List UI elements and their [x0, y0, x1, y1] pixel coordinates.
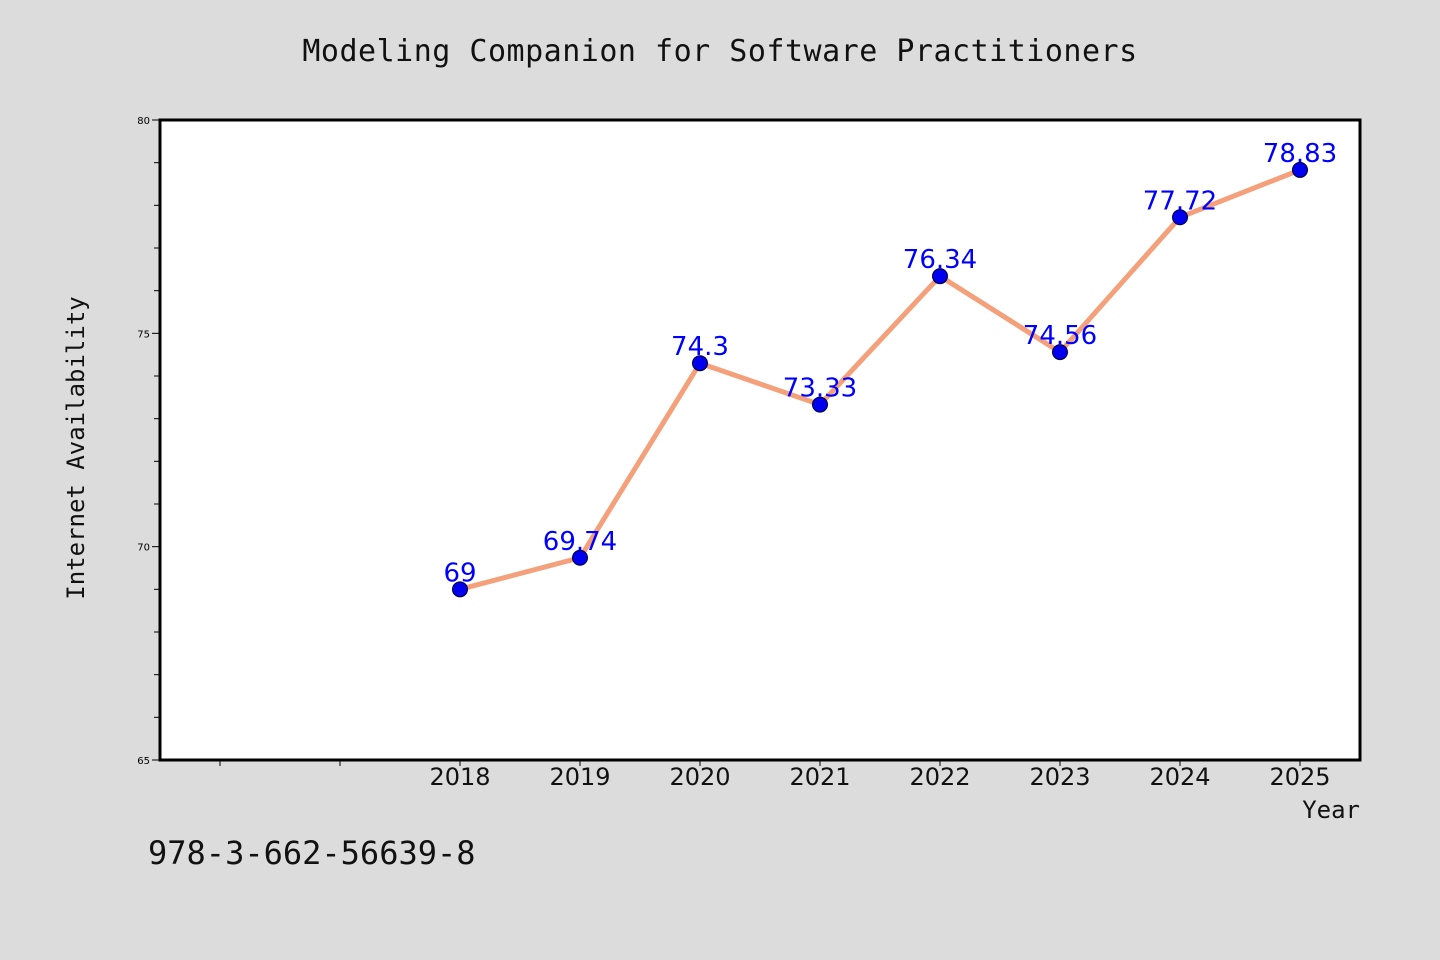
data-label: 74.3	[671, 332, 729, 362]
plot-area	[160, 120, 1360, 760]
data-label: 69	[443, 558, 476, 588]
x-tick-label: 2021	[789, 763, 850, 791]
data-label: 77.72	[1143, 186, 1217, 216]
data-point	[692, 355, 708, 372]
data-label: 73.33	[783, 374, 857, 404]
data-label: 76.34	[903, 245, 977, 275]
plot-frame	[158, 118, 1362, 762]
data-point	[1292, 161, 1308, 178]
x-tick-label: 2024	[1149, 763, 1210, 791]
x-tick-label: 2022	[909, 763, 970, 791]
data-point	[572, 549, 588, 566]
y-tick-label: 80	[137, 116, 150, 127]
data-point	[1172, 209, 1188, 226]
data-point	[1052, 344, 1068, 361]
series-line	[457, 167, 1303, 592]
x-tick-label: 2025	[1269, 763, 1330, 791]
data-point	[452, 581, 468, 598]
data-label: 74.56	[1023, 321, 1097, 351]
data-point	[812, 396, 828, 413]
data-label: 78.83	[1263, 139, 1337, 169]
y-tick-label: 75	[137, 329, 150, 340]
x-axis-label: Year	[1302, 796, 1360, 824]
chart-title: Modeling Companion for Software Practiti…	[302, 34, 1138, 69]
x-tick-label: 2023	[1029, 763, 1090, 791]
data-point	[932, 268, 948, 285]
isbn-text: 978-3-662-56639-8	[148, 834, 476, 872]
y-tick-label: 65	[137, 756, 150, 767]
x-tick-label: 2018	[429, 763, 490, 791]
x-tick-label: 2020	[669, 763, 730, 791]
data-label: 69.74	[543, 527, 617, 557]
x-tick-label: 2019	[549, 763, 610, 791]
y-tick-label: 70	[137, 543, 150, 554]
